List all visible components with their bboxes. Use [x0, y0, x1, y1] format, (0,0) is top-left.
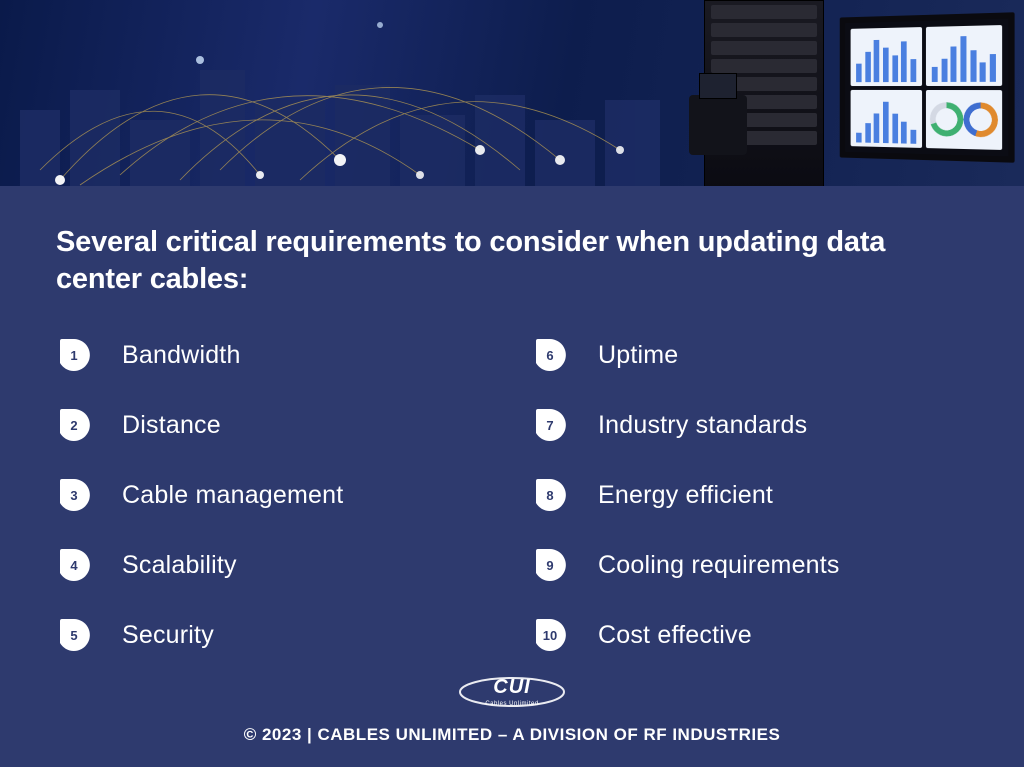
mini-bar-chart-b — [926, 25, 1002, 85]
number-badge-icon: 5 — [56, 617, 92, 653]
list-item: 3 Cable management — [56, 477, 492, 513]
item-label: Scalability — [122, 551, 237, 580]
ip-phone — [689, 95, 747, 155]
list-item: 4 Scalability — [56, 547, 492, 583]
datacenter-equipment — [684, 0, 1024, 186]
item-label: Cooling requirements — [598, 551, 840, 580]
number-badge-icon: 8 — [532, 477, 568, 513]
infographic-card: Several critical requirements to conside… — [0, 0, 1024, 767]
footer: CUI Cables Unlimited © 2023 | CABLES UNL… — [56, 653, 968, 767]
list-item: 2 Distance — [56, 407, 492, 443]
list-item: 9 Cooling requirements — [532, 547, 968, 583]
item-label: Cost effective — [598, 621, 752, 650]
svg-text:CUI: CUI — [493, 676, 530, 698]
number-badge-icon: 9 — [532, 547, 568, 583]
list-item: 10 Cost effective — [532, 617, 968, 653]
copyright-text: © 2023 | CABLES UNLIMITED – A DIVISION O… — [56, 725, 968, 745]
hero-banner — [0, 0, 1024, 186]
number-badge-icon: 6 — [532, 337, 568, 373]
dashboard-monitor — [840, 12, 1015, 162]
list-item: 5 Security — [56, 617, 492, 653]
list-item: 6 Uptime — [532, 337, 968, 373]
number-badge-icon: 10 — [532, 617, 568, 653]
item-label: Security — [122, 621, 214, 650]
number-badge-icon: 4 — [56, 547, 92, 583]
cui-logo: CUI Cables Unlimited — [56, 671, 968, 713]
list-item: 1 Bandwidth — [56, 337, 492, 373]
number-badge-icon: 3 — [56, 477, 92, 513]
item-label: Industry standards — [598, 411, 807, 440]
list-item: 8 Energy efficient — [532, 477, 968, 513]
mini-bar-chart-a — [851, 27, 922, 86]
list-item: 7 Industry standards — [532, 407, 968, 443]
svg-text:Cables Unlimited: Cables Unlimited — [485, 701, 538, 707]
item-label: Distance — [122, 411, 221, 440]
item-label: Energy efficient — [598, 481, 773, 510]
number-badge-icon: 7 — [532, 407, 568, 443]
content-area: Several critical requirements to conside… — [0, 186, 1024, 767]
list-col-right: 6 Uptime 7 Industry standards 8 — [532, 337, 968, 653]
item-label: Uptime — [598, 341, 678, 370]
item-label: Cable management — [122, 481, 343, 510]
requirements-list: 1 Bandwidth 2 Distance 3 Cabl — [56, 337, 968, 653]
mini-bar-chart-c — [851, 89, 922, 148]
list-col-left: 1 Bandwidth 2 Distance 3 Cabl — [56, 337, 492, 653]
mini-donut-charts — [926, 90, 1002, 150]
number-badge-icon: 2 — [56, 407, 92, 443]
number-badge-icon: 1 — [56, 337, 92, 373]
heading: Several critical requirements to conside… — [56, 224, 968, 299]
item-label: Bandwidth — [122, 341, 241, 370]
